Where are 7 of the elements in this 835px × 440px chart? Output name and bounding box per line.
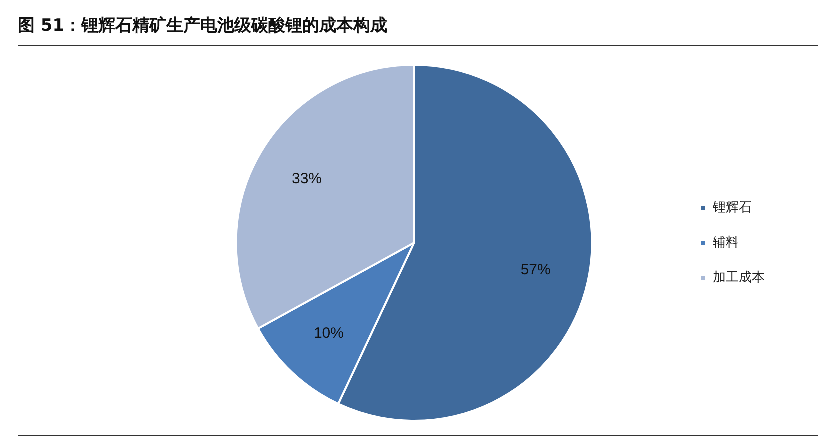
- data-label: 57%: [520, 261, 551, 278]
- legend-label: 锂辉石: [712, 200, 752, 216]
- legend-label: 辅料: [713, 235, 739, 250]
- legend-label: 加工成本: [713, 270, 765, 286]
- data-label: 10%: [314, 324, 344, 342]
- data-label: 33%: [292, 170, 322, 188]
- chart-title: 图 51：锂辉石精矿生产电池级碳酸锂的成本构成: [18, 14, 818, 46]
